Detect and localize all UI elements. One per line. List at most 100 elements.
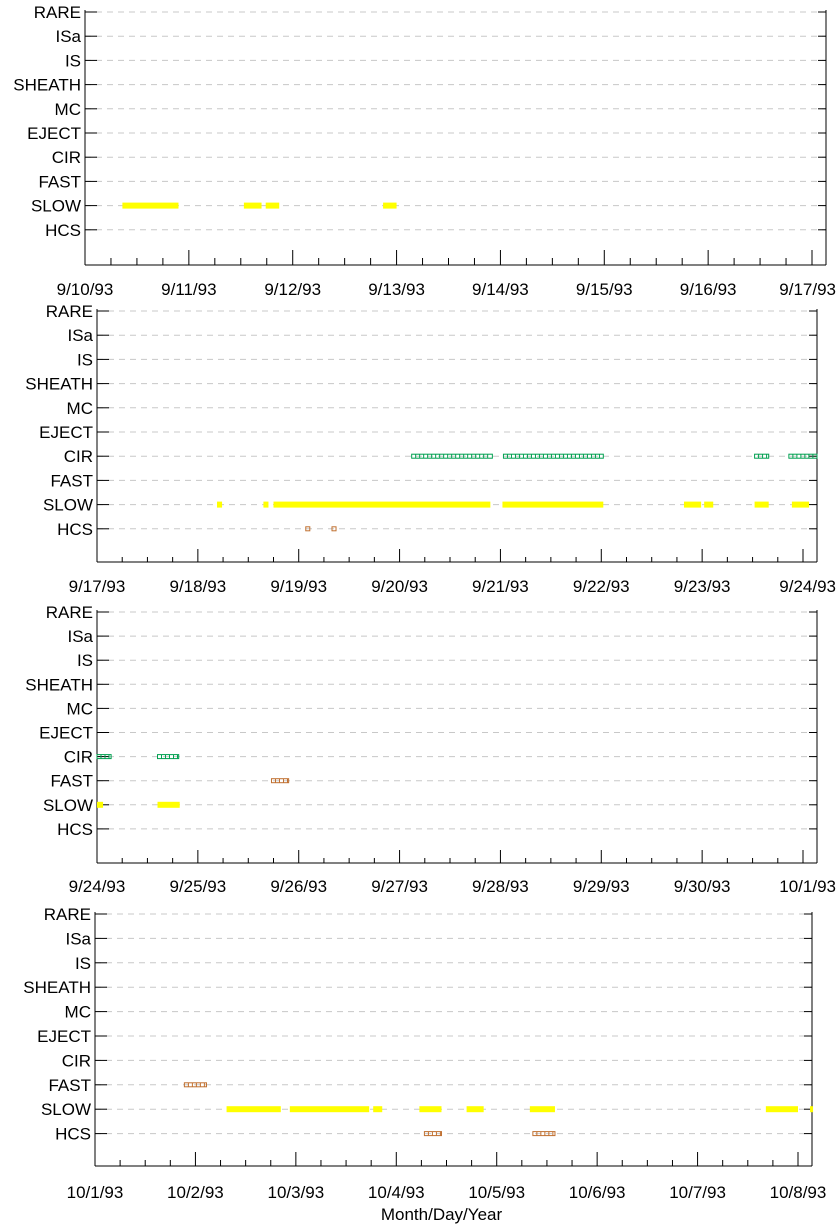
category-label: SHEATH bbox=[25, 675, 93, 694]
event-marks-hcs bbox=[532, 1131, 556, 1137]
x-tick-label: 9/29/93 bbox=[573, 877, 630, 896]
category-label: FAST bbox=[48, 1076, 91, 1095]
event-bar-slow bbox=[704, 501, 714, 508]
category-label: IS bbox=[77, 651, 93, 670]
category-label: IS bbox=[75, 954, 91, 973]
category-label: MC bbox=[67, 399, 93, 418]
category-label: ISa bbox=[55, 27, 81, 46]
category-label: ISa bbox=[65, 929, 91, 948]
x-tick-label: 10/5/93 bbox=[468, 1183, 525, 1202]
event-bar-slow bbox=[263, 501, 269, 508]
event-bar-slow bbox=[683, 501, 702, 508]
x-tick-label: 10/4/93 bbox=[368, 1183, 425, 1202]
x-tick-label: 9/21/93 bbox=[472, 577, 529, 596]
category-label: MC bbox=[55, 100, 81, 119]
chart-panel-4: RARE ISa IS SHEATH MC EJECT CIR FAST SLOW HCS 10/1… bbox=[23, 905, 826, 1224]
x-tick-label: 9/23/93 bbox=[674, 577, 731, 596]
category-label: MC bbox=[65, 1003, 91, 1022]
event-marks-fast bbox=[270, 778, 290, 784]
event-bar-slow bbox=[265, 202, 280, 209]
event-marks-cir bbox=[157, 754, 180, 760]
x-tick-label: 9/27/93 bbox=[371, 877, 428, 896]
category-label: IS bbox=[65, 51, 81, 70]
event-bar-slow bbox=[217, 501, 223, 508]
event-marks-hcs bbox=[423, 1131, 442, 1137]
event-bar-slow bbox=[502, 501, 604, 508]
event-marks-cir bbox=[502, 453, 604, 459]
x-tick-label: 9/19/93 bbox=[270, 577, 327, 596]
x-tick-label: 9/13/93 bbox=[368, 280, 425, 299]
x-tick-label: 9/17/93 bbox=[69, 577, 126, 596]
chart-panel-2: RARE ISa IS SHEATH MC EJECT CIR FAST SLOW HCS 9/17… bbox=[25, 302, 836, 596]
x-tick-label: 9/30/93 bbox=[674, 877, 731, 896]
category-label: HCS bbox=[55, 1125, 91, 1144]
x-tick-label: 10/3/93 bbox=[267, 1183, 324, 1202]
event-bar-slow bbox=[226, 1106, 281, 1113]
x-tick-label: 9/24/93 bbox=[69, 877, 126, 896]
event-bar-slow bbox=[97, 801, 104, 808]
x-tick-label: 9/22/93 bbox=[573, 577, 630, 596]
event-marks-fast bbox=[183, 1082, 207, 1088]
x-tick-label: 9/28/93 bbox=[472, 877, 529, 896]
x-tick-label: 10/1/93 bbox=[779, 877, 836, 896]
category-label: FAST bbox=[50, 772, 93, 791]
event-bar-slow bbox=[466, 1106, 484, 1113]
category-label: SLOW bbox=[41, 1100, 91, 1119]
category-label: SHEATH bbox=[23, 978, 91, 997]
category-label: SLOW bbox=[43, 796, 93, 815]
event-bar-slow bbox=[157, 801, 180, 808]
x-tick-label: 9/10/93 bbox=[57, 280, 114, 299]
category-label: SLOW bbox=[31, 197, 81, 216]
category-label: MC bbox=[67, 699, 93, 718]
x-tick-label: 9/25/93 bbox=[169, 877, 226, 896]
event-bar-slow bbox=[810, 1106, 814, 1113]
category-label: EJECT bbox=[39, 724, 93, 743]
category-label: CIR bbox=[52, 148, 81, 167]
category-label: EJECT bbox=[27, 124, 81, 143]
x-tick-label: 9/11/93 bbox=[161, 280, 216, 299]
category-label: HCS bbox=[57, 520, 93, 539]
event-marks-cir bbox=[788, 453, 818, 459]
category-label: EJECT bbox=[37, 1027, 91, 1046]
category-label: FAST bbox=[38, 172, 81, 191]
x-tick-label: 9/17/93 bbox=[779, 280, 836, 299]
event-marks-hcs bbox=[305, 526, 311, 532]
event-marks-cir bbox=[96, 754, 112, 760]
category-label: SHEATH bbox=[13, 76, 81, 95]
category-label: HCS bbox=[45, 221, 81, 240]
event-bar-slow bbox=[273, 501, 491, 508]
event-bar-slow bbox=[289, 1106, 370, 1113]
chart-panel-1: RARE ISa IS SHEATH MC EJECT CIR FAST SLOW HCS 9/10… bbox=[13, 3, 836, 299]
event-bar-slow bbox=[419, 1106, 442, 1113]
x-tick-label: 10/7/93 bbox=[669, 1183, 726, 1202]
category-label: IS bbox=[77, 350, 93, 369]
category-label: CIR bbox=[64, 447, 93, 466]
category-label: RARE bbox=[46, 302, 93, 321]
x-tick-label: 10/6/93 bbox=[569, 1183, 626, 1202]
category-label: RARE bbox=[46, 603, 93, 622]
event-bar-slow bbox=[243, 202, 262, 209]
category-label: EJECT bbox=[39, 423, 93, 442]
category-label: ISa bbox=[67, 326, 93, 345]
event-bar-slow bbox=[373, 1106, 383, 1113]
event-bar-slow bbox=[529, 1106, 555, 1113]
event-marks-hcs bbox=[331, 526, 337, 532]
x-tick-label: 9/12/93 bbox=[264, 280, 321, 299]
x-tick-label: 9/16/93 bbox=[680, 280, 737, 299]
category-label: RARE bbox=[44, 905, 91, 924]
chart-panel-3: RARE ISa IS SHEATH MC EJECT CIR FAST SLOW HCS 9/24… bbox=[25, 603, 836, 896]
event-bar-slow bbox=[765, 1106, 798, 1113]
x-tick-label: 10/8/93 bbox=[770, 1183, 827, 1202]
category-label: SLOW bbox=[43, 496, 93, 515]
x-tick-label: 10/1/93 bbox=[67, 1183, 124, 1202]
x-tick-label: 9/26/93 bbox=[270, 877, 327, 896]
x-tick-label: 9/14/93 bbox=[472, 280, 529, 299]
x-tick-label: 9/20/93 bbox=[371, 577, 428, 596]
event-bar-slow bbox=[383, 202, 397, 209]
category-label: HCS bbox=[57, 820, 93, 839]
event-bar-slow bbox=[754, 501, 769, 508]
event-marks-cir bbox=[411, 453, 493, 459]
event-bar-slow bbox=[122, 202, 179, 209]
category-label: CIR bbox=[64, 748, 93, 767]
